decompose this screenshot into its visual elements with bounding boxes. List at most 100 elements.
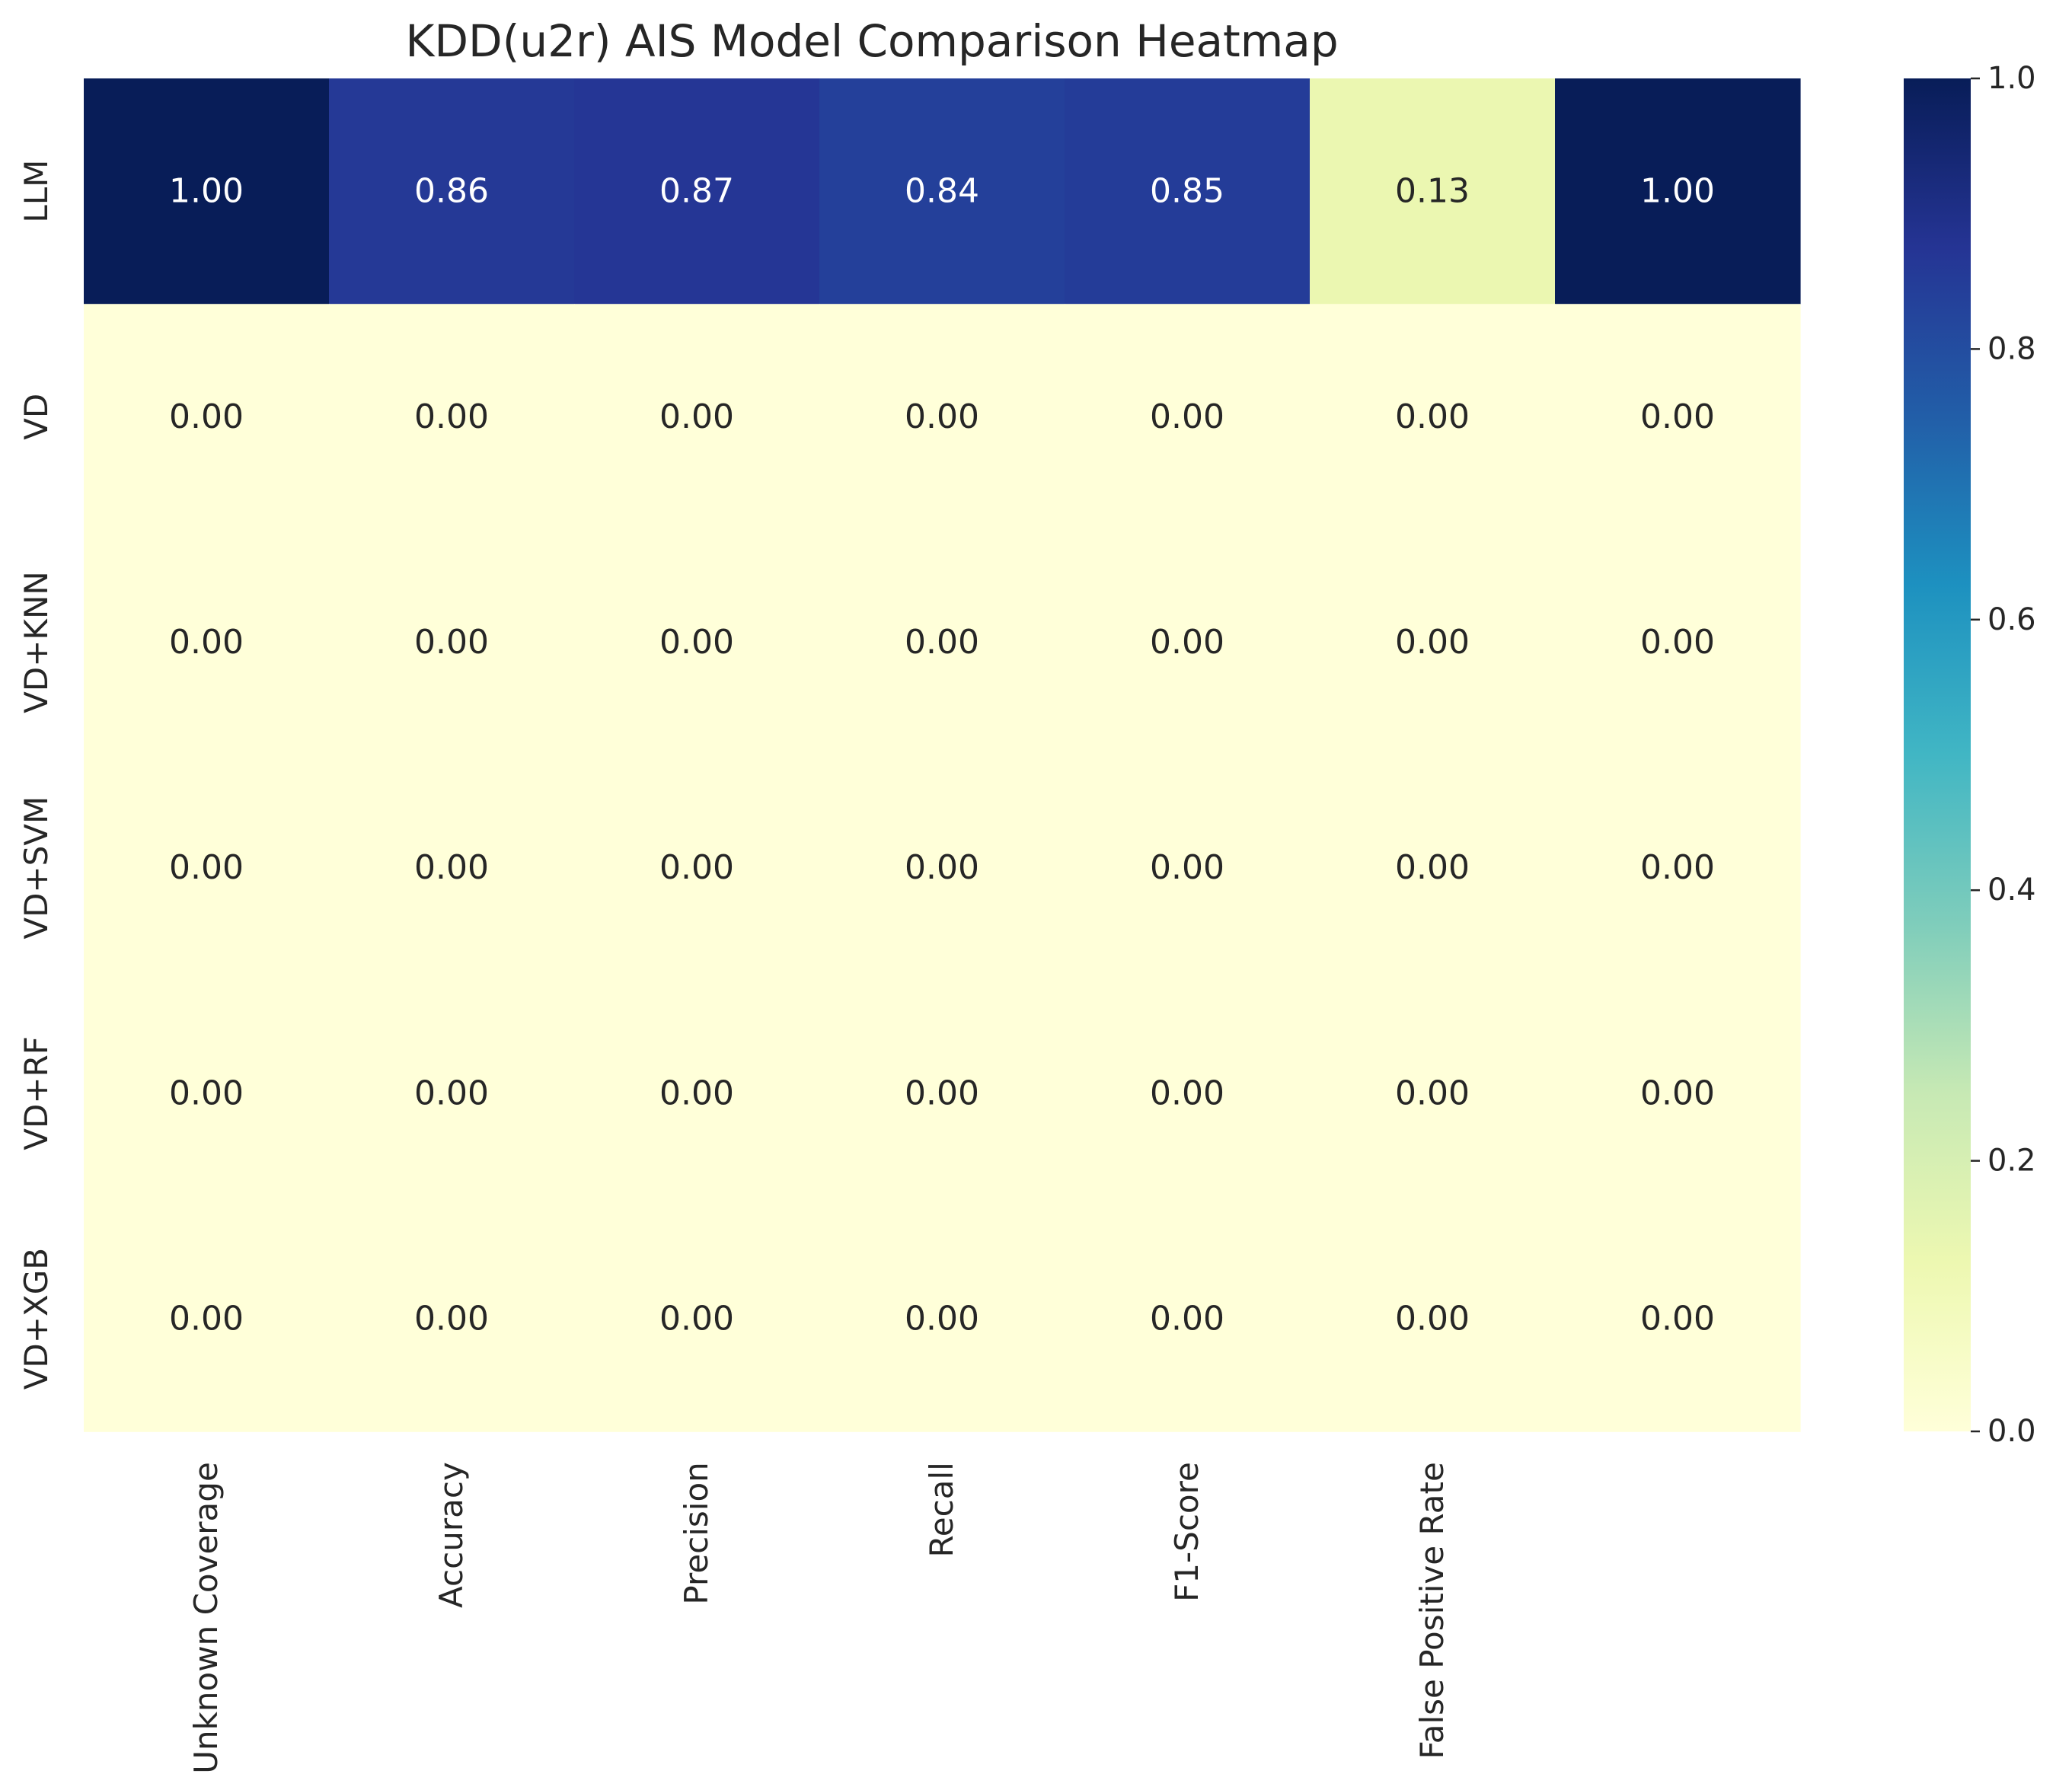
heatmap-cell-label: 0.00 — [659, 397, 734, 436]
heatmap-cell-label: 0.00 — [1395, 397, 1470, 436]
heatmap-cell — [329, 755, 575, 981]
heatmap-cell — [819, 755, 1065, 981]
heatmap-cell — [1310, 78, 1556, 305]
heatmap-cell-label: 0.00 — [1150, 1300, 1224, 1339]
heatmap-cell — [329, 78, 575, 305]
x-tick-label: False Positive Rate — [1413, 1462, 1451, 1759]
heatmap-cell — [574, 755, 820, 981]
heatmap-cell — [819, 78, 1065, 305]
heatmap-cell — [819, 980, 1065, 1207]
heatmap-cell-label: 0.00 — [1640, 397, 1715, 436]
colorbar-tick-label: 0.8 — [1987, 331, 2036, 366]
heatmap-cell-label: 0.00 — [169, 848, 244, 887]
heatmap-cell-label: 0.00 — [659, 848, 734, 887]
heatmap-cell-label: 0.87 — [659, 172, 734, 211]
heatmap-cell-label: 0.00 — [659, 623, 734, 662]
heatmap-cell — [819, 304, 1065, 530]
heatmap-cell — [1310, 980, 1556, 1207]
heatmap-cell — [819, 529, 1065, 756]
heatmap-cell-label: 0.00 — [1150, 848, 1224, 887]
colorbar-gradient — [1904, 78, 1971, 1431]
heatmap-cell — [329, 1206, 575, 1432]
heatmap-cell — [84, 529, 330, 756]
heatmap-cell-label: 0.00 — [169, 1074, 244, 1112]
heatmap-cell — [1555, 1206, 1801, 1432]
heatmap-cell-label: 0.00 — [659, 1074, 734, 1112]
heatmap-cell — [1310, 1206, 1556, 1432]
heatmap-cells — [84, 78, 1801, 1432]
colorbar-tick-label: 1.0 — [1987, 61, 2036, 96]
colorbar-tick-label: 0.2 — [1987, 1144, 2036, 1179]
heatmap-cell-label: 0.00 — [905, 848, 979, 887]
heatmap-cell-label: 0.00 — [414, 1300, 489, 1339]
heatmap-cell — [329, 529, 575, 756]
heatmap-cell — [574, 980, 820, 1207]
heatmap-cell-label: 0.00 — [1395, 848, 1470, 887]
heatmap-cell-label: 0.00 — [905, 1074, 979, 1112]
heatmap-cell — [84, 78, 330, 305]
heatmap-cell-label: 0.00 — [659, 1300, 734, 1339]
x-tick-label: Accuracy — [433, 1462, 470, 1608]
chart-title: KDD(u2r) AIS Model Comparison Heatmap — [405, 15, 1338, 67]
heatmap-cell — [1555, 980, 1801, 1207]
heatmap-cell-labels: 1.00 0.86 0.87 0.84 0.85 0.13 1.00 0.00 0.00 0.00… — [169, 172, 1715, 1339]
colorbar-tick-label: 0.4 — [1987, 873, 2036, 908]
heatmap-cell-label: 0.00 — [414, 623, 489, 662]
heatmap-cell — [1310, 529, 1556, 756]
heatmap-cell — [819, 1206, 1065, 1432]
heatmap-cell-label: 0.85 — [1150, 172, 1224, 211]
y-tick-label: VD — [18, 394, 55, 440]
heatmap-cell — [1065, 980, 1311, 1207]
heatmap-cell-label: 0.86 — [414, 172, 489, 211]
x-tick-label: Unknown Coverage — [187, 1462, 225, 1774]
y-tick-label: VD+KNN — [18, 571, 55, 713]
heatmap-cell-label: 0.00 — [1640, 623, 1715, 662]
heatmap-cell — [1310, 755, 1556, 981]
heatmap-cell-label: 0.00 — [1395, 1074, 1470, 1112]
heatmap-cell-label: 0.00 — [414, 1074, 489, 1112]
heatmap-cell-label: 0.00 — [1640, 1074, 1715, 1112]
heatmap-cell-label: 0.00 — [414, 848, 489, 887]
heatmap-cell-label: 0.00 — [1150, 397, 1224, 436]
heatmap-cell-label: 0.00 — [1150, 623, 1224, 662]
heatmap-cell — [1555, 78, 1801, 305]
heatmap-cell — [1065, 1206, 1311, 1432]
heatmap-cell — [329, 304, 575, 530]
heatmap-cell — [1065, 755, 1311, 981]
heatmap-cell — [1555, 529, 1801, 756]
x-tick-label: Recall — [923, 1462, 960, 1557]
heatmap-cell — [1310, 304, 1556, 530]
heatmap-cell — [1065, 78, 1311, 305]
heatmap-cell — [84, 980, 330, 1207]
heatmap-cell — [574, 529, 820, 756]
heatmap-cell — [1555, 304, 1801, 530]
heatmap-cell-label: 0.00 — [905, 623, 979, 662]
heatmap-cell — [84, 304, 330, 530]
y-axis-tick-labels: LLM VD VD+KNN VD+SVM VD+RF VD+XGB — [18, 160, 55, 1390]
heatmap-cell — [574, 78, 820, 305]
heatmap-cell-label: 1.00 — [1640, 172, 1715, 211]
heatmap-cell-label: 0.00 — [1395, 623, 1470, 662]
colorbar-tick-label: 0.0 — [1987, 1414, 2036, 1449]
heatmap-cell — [84, 755, 330, 981]
heatmap-cell-label: 0.00 — [905, 1300, 979, 1339]
y-tick-label: VD+XGB — [18, 1248, 55, 1390]
heatmap-cell-label: 0.00 — [905, 397, 979, 436]
heatmap-cell-label: 0.13 — [1395, 172, 1470, 211]
colorbar: 0.0 0.2 0.4 0.6 0.8 1.0 — [1904, 61, 2036, 1449]
heatmap-cell-label: 0.00 — [169, 1300, 244, 1339]
heatmap-cell-label: 0.00 — [414, 397, 489, 436]
heatmap-cell-label: 0.00 — [1640, 1300, 1715, 1339]
heatmap-cell-label: 0.00 — [1640, 848, 1715, 887]
heatmap-cell — [574, 1206, 820, 1432]
heatmap-cell — [329, 980, 575, 1207]
heatmap-cell — [1065, 529, 1311, 756]
heatmap-cell-label: 0.00 — [1395, 1300, 1470, 1339]
heatmap-cell — [1555, 755, 1801, 981]
heatmap-cell — [84, 1206, 330, 1432]
colorbar-tick-label: 0.6 — [1987, 602, 2036, 637]
y-tick-label: LLM — [18, 160, 55, 223]
heatmap-cell — [574, 304, 820, 530]
heatmap-cell-label: 0.00 — [169, 623, 244, 662]
